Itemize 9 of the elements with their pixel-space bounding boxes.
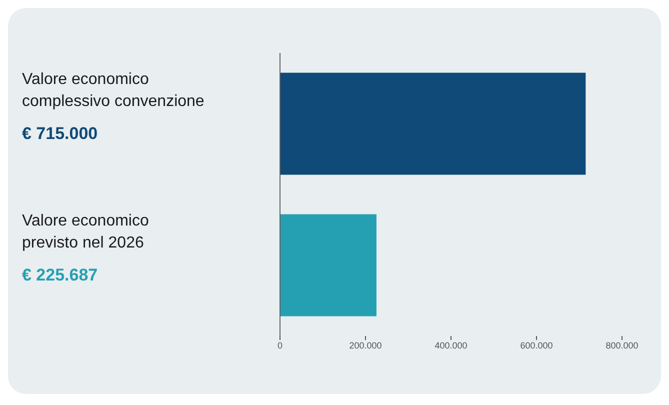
- data-label: € 715.000: [22, 124, 98, 143]
- x-tick-label: 200.000: [349, 340, 382, 350]
- x-tick-label: 800.000: [606, 340, 638, 350]
- y-tick-label: Valore economico previsto nel 2026: [22, 212, 149, 252]
- x-tick-label: 600.000: [520, 340, 553, 350]
- data-label: € 225.687: [22, 265, 98, 284]
- x-tick-label: 0: [277, 340, 283, 350]
- y-tick-label: Valore economico complessivo convenzione: [22, 70, 204, 110]
- x-tick-label: 400.000: [434, 340, 468, 350]
